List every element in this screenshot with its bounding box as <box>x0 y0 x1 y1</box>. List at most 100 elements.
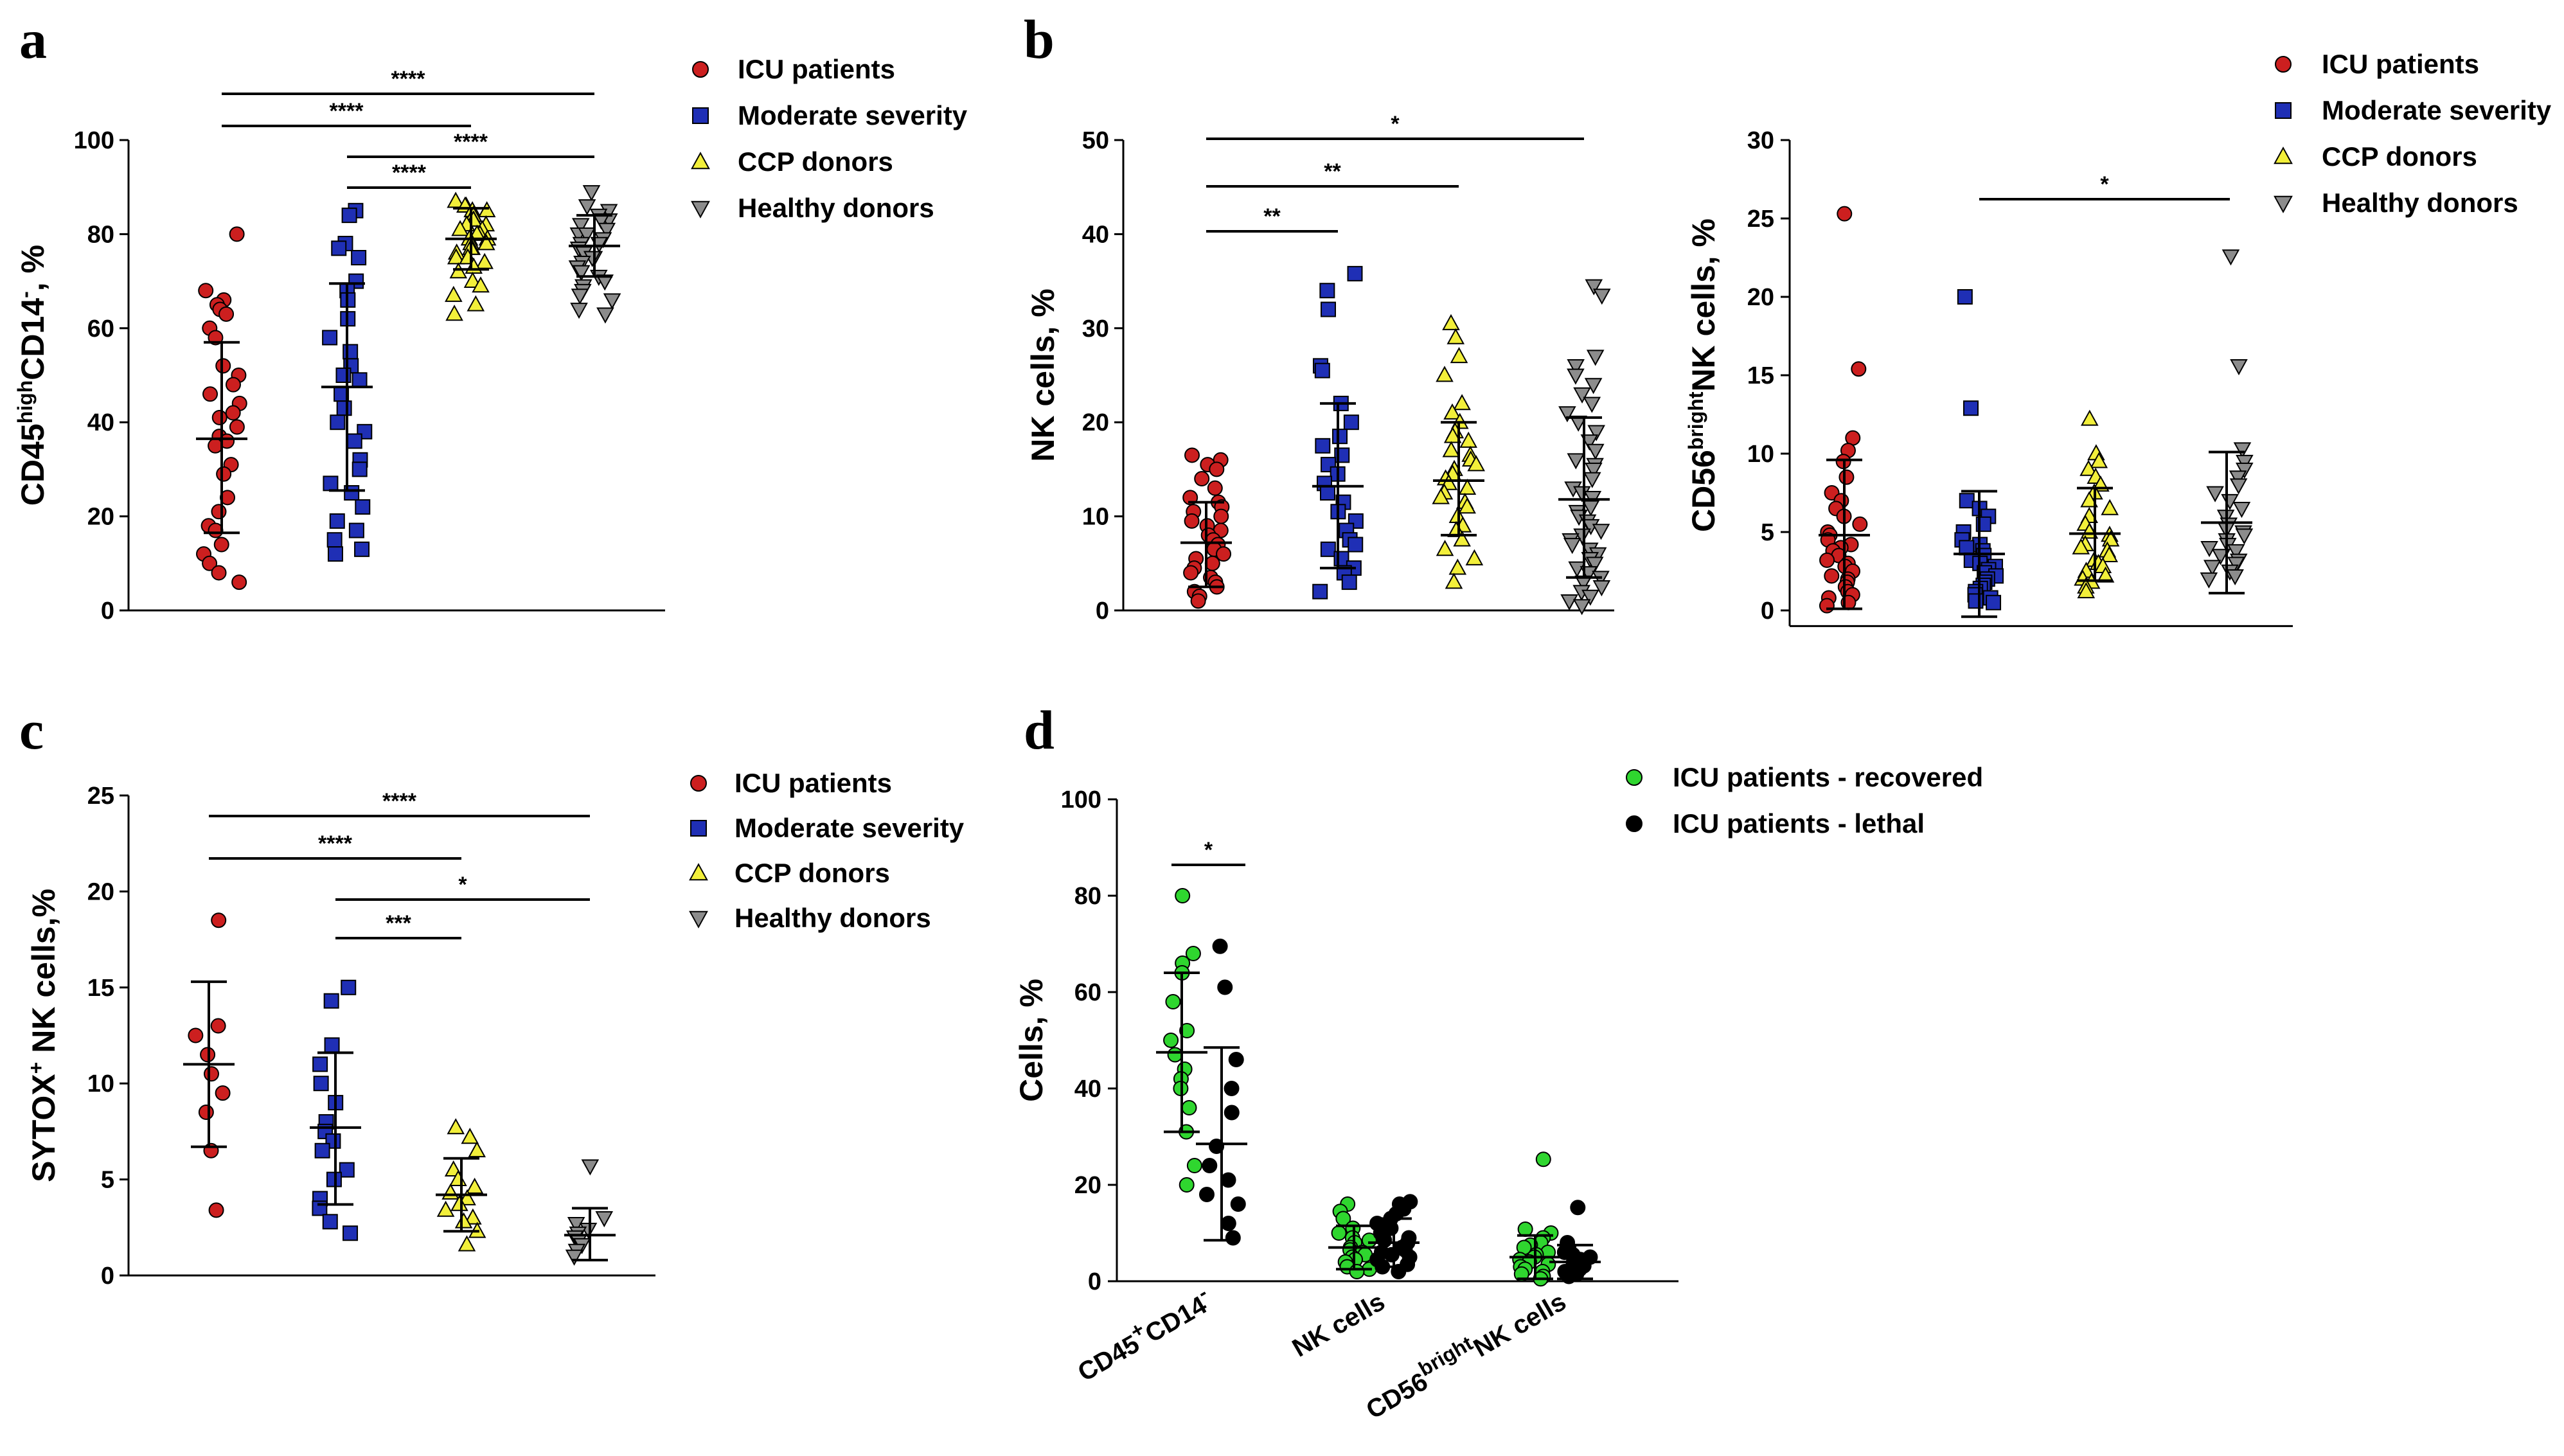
data-point <box>188 1027 204 1043</box>
y-tick-label: 0 <box>101 1263 114 1290</box>
data-point <box>327 546 343 562</box>
data-point <box>2096 566 2115 583</box>
data-point <box>461 1128 479 1144</box>
data-point <box>2080 491 2098 508</box>
label-part: NK cells <box>1288 1288 1390 1363</box>
data-point <box>1204 555 1220 571</box>
data-point <box>1563 538 1581 555</box>
data-point <box>198 1105 214 1121</box>
data-point <box>339 1162 355 1178</box>
legend-marker <box>2275 102 2292 119</box>
data-point <box>2227 556 2245 573</box>
data-point <box>476 253 494 269</box>
data-point <box>313 1076 329 1092</box>
group-icu-patients-lethal <box>1368 1194 1420 1279</box>
data-point <box>218 306 235 322</box>
label-part: NK cells, % <box>1686 218 1722 392</box>
data-point <box>1572 599 1591 616</box>
panel-b-cd56bright: 0 5 10 15 20 25 30 CD56brightNK cells, % * ICU pa… <box>1684 49 2552 627</box>
y-tick-label: 25 <box>87 783 114 810</box>
data-point <box>229 226 245 242</box>
data-point <box>465 1177 484 1194</box>
y-tick-label: 25 <box>1747 206 1774 233</box>
data-point <box>1585 556 1604 573</box>
data-point <box>2226 569 2244 586</box>
group-icu-patients-recovered <box>1509 1151 1561 1287</box>
y-tick-label: 20 <box>1747 284 1774 311</box>
data-point <box>1312 583 1328 599</box>
data-point <box>2090 452 2108 468</box>
data-point <box>1957 289 1973 305</box>
legend-label: ICU patients - lethal <box>1673 808 1925 839</box>
legend-label: ICU patients <box>2322 49 2479 79</box>
group-icu-patients-recovered <box>1328 1196 1380 1279</box>
data-point <box>1963 400 1979 416</box>
data-point <box>1560 594 1578 611</box>
panel-label: a <box>19 8 47 70</box>
data-point <box>341 979 357 995</box>
data-point <box>1453 394 1471 411</box>
label-part: CD14 <box>1141 1291 1212 1349</box>
data-point <box>1348 537 1364 553</box>
data-point <box>1207 480 1223 496</box>
data-point <box>1443 427 1462 443</box>
data-point <box>1183 565 1199 581</box>
data-point <box>355 499 371 515</box>
group-icu-patients <box>183 912 235 1218</box>
data-point <box>2079 459 2097 476</box>
data-point <box>571 218 590 235</box>
group-healthy-donors <box>568 185 621 324</box>
data-point <box>1968 593 1984 609</box>
data-point <box>2230 359 2248 376</box>
data-point <box>578 199 596 216</box>
label-superscript: bright <box>1414 1331 1477 1381</box>
label-part: NK cells,% <box>26 889 62 1062</box>
data-point <box>352 461 368 477</box>
y-tick-label: 100 <box>74 127 114 154</box>
data-point <box>1447 520 1465 537</box>
x-category-label: CD56brightNK cells <box>1358 1281 1571 1425</box>
data-point <box>1851 361 1867 377</box>
data-point <box>1581 589 1599 606</box>
data-point <box>596 274 614 291</box>
data-point <box>1331 1225 1347 1241</box>
significance-label: **** <box>391 67 426 91</box>
data-point <box>603 293 621 310</box>
legend-label: ICU patients <box>734 768 892 798</box>
legend-label: Moderate severity <box>2322 95 2552 125</box>
data-point <box>451 220 469 236</box>
y-tick-label: 15 <box>87 975 114 1002</box>
y-axis-label: SYTOX+ NK cells,% <box>24 889 62 1182</box>
data-point <box>1224 1081 1240 1096</box>
panel-a: a 0 20 40 60 80 100 CD45highCD14-, % **** **** ***… <box>13 8 968 625</box>
significance-label: **** <box>382 789 417 813</box>
data-point <box>1838 469 1855 485</box>
y-tick-label: 50 <box>1082 127 1109 154</box>
y-tick-label: 60 <box>87 315 114 342</box>
data-point <box>216 466 232 482</box>
data-point <box>1852 516 1868 532</box>
data-point <box>202 386 218 402</box>
data-point <box>1567 453 1585 470</box>
data-point <box>1569 415 1587 432</box>
data-point <box>472 276 490 293</box>
data-point <box>1567 368 1585 385</box>
data-point <box>323 475 339 492</box>
group-ccp-donors <box>1432 314 1485 589</box>
data-point <box>1432 488 1450 504</box>
data-point <box>1315 438 1331 454</box>
data-point <box>2200 541 2218 558</box>
legend-label: Moderate severity <box>738 100 968 130</box>
data-point <box>2211 549 2230 565</box>
data-point <box>454 1212 473 1229</box>
data-point <box>468 1141 486 1158</box>
legend-marker <box>690 775 707 792</box>
data-point <box>1586 443 1605 460</box>
data-point <box>203 1066 219 1082</box>
data-point <box>1186 1158 1202 1173</box>
data-point <box>225 377 241 393</box>
data-point <box>1445 573 1463 589</box>
data-point <box>1459 431 1477 448</box>
data-point <box>314 1142 330 1159</box>
